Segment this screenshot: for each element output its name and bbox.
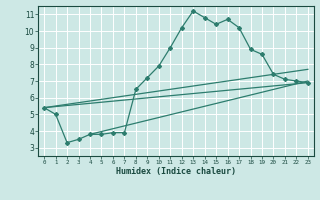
X-axis label: Humidex (Indice chaleur): Humidex (Indice chaleur) [116, 167, 236, 176]
